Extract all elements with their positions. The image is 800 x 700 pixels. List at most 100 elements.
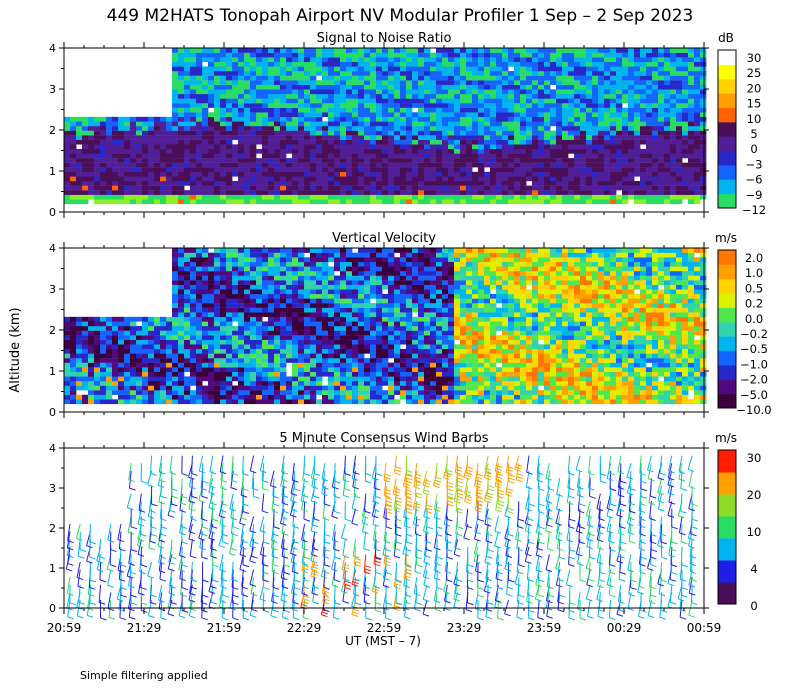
heatmap-cell: [700, 71, 707, 76]
heatmap-cell: [202, 71, 209, 76]
heatmap-cell: [598, 103, 605, 108]
heatmap-cell: [214, 71, 221, 76]
heatmap-cell: [244, 107, 251, 113]
heatmap-cell: [616, 93, 623, 99]
heatmap-cell: [484, 84, 491, 90]
heatmap-cell: [454, 194, 461, 200]
heatmap-cell: [136, 399, 143, 405]
heatmap-cell: [682, 181, 689, 186]
heatmap-cell: [88, 385, 95, 391]
heatmap-cell: [184, 344, 191, 350]
heatmap-cell: [250, 381, 257, 386]
heatmap-cell: [244, 57, 251, 63]
heatmap-cell: [676, 199, 683, 205]
heatmap-cell: [70, 348, 77, 354]
heatmap-cell: [190, 52, 197, 58]
heatmap-cell: [694, 139, 701, 145]
heatmap-cell: [280, 312, 287, 318]
heatmap-cell: [232, 348, 239, 354]
heatmap-cell: [346, 181, 353, 186]
heatmap-cell: [214, 84, 221, 90]
heatmap-cell: [286, 390, 293, 395]
heatmap-cell: [580, 153, 587, 159]
heatmap-cell: [232, 66, 239, 72]
heatmap-cell: [304, 181, 311, 186]
heatmap-cell: [190, 271, 197, 276]
heatmap-cell: [196, 121, 203, 127]
heatmap-cell: [376, 284, 383, 290]
heatmap-cell: [364, 48, 371, 53]
heatmap-cell: [328, 116, 335, 122]
heatmap-cell: [454, 190, 461, 195]
heatmap-cell: [184, 248, 191, 253]
heatmap-cell: [382, 307, 389, 313]
heatmap-cell: [610, 71, 617, 76]
heatmap-cell: [652, 84, 659, 90]
heatmap-cell: [136, 344, 143, 350]
heatmap-cell: [280, 339, 287, 345]
heatmap-cell: [142, 394, 149, 400]
heatmap-cell: [592, 112, 599, 118]
heatmap-cell: [322, 390, 329, 395]
heatmap-cell: [136, 126, 143, 131]
heatmap-cell: [298, 321, 305, 327]
heatmap-cell: [310, 93, 317, 99]
heatmap-cell: [580, 181, 587, 186]
heatmap-cell: [304, 298, 311, 304]
heatmap-cell: [454, 144, 461, 150]
heatmap-cell: [118, 121, 125, 127]
heatmap-cell: [562, 48, 569, 53]
heatmap-cell: [346, 330, 353, 336]
heatmap-cell: [538, 130, 545, 136]
heatmap-cell: [502, 52, 509, 58]
heatmap-cell: [376, 185, 383, 191]
heatmap-cell: [220, 181, 227, 186]
heatmap-cell: [634, 121, 641, 127]
heatmap-cell: [190, 107, 197, 113]
heatmap-cell: [64, 116, 71, 122]
heatmap-cell: [142, 135, 149, 140]
heatmap-cell: [196, 130, 203, 136]
heatmap-cell: [376, 335, 383, 340]
heatmap-cell: [334, 52, 341, 58]
heatmap-cell: [430, 116, 437, 122]
heatmap-cell: [604, 107, 611, 113]
heatmap-cell: [502, 162, 509, 168]
heatmap-cell: [160, 158, 167, 163]
heatmap-cell: [262, 261, 269, 267]
heatmap-cell: [574, 153, 581, 159]
heatmap-cell: [226, 190, 233, 195]
heatmap-cell: [214, 176, 221, 182]
heatmap-cell: [250, 321, 257, 327]
heatmap-cell: [100, 353, 107, 359]
heatmap-cell: [658, 144, 665, 150]
heatmap-cell: [106, 358, 113, 363]
heatmap-cell: [178, 353, 185, 359]
heatmap-cell: [82, 130, 89, 136]
heatmap-cell: [244, 89, 251, 95]
heatmap-cell: [310, 190, 317, 195]
heatmap-cell: [352, 103, 359, 108]
heatmap-cell: [244, 275, 251, 281]
heatmap-cell: [562, 103, 569, 108]
heatmap-cell: [400, 135, 407, 140]
heatmap-cell: [76, 126, 83, 131]
heatmap-cell: [310, 344, 317, 350]
heatmap-cell: [94, 339, 101, 345]
heatmap-cell: [442, 107, 449, 113]
heatmap-cell: [262, 326, 269, 331]
heatmap-cell: [364, 75, 371, 81]
heatmap-cell: [208, 89, 215, 95]
heatmap-cell: [262, 116, 269, 122]
heatmap-cell: [538, 199, 545, 205]
heatmap-cell: [556, 190, 563, 195]
heatmap-cell: [220, 367, 227, 373]
heatmap-cell: [412, 116, 419, 122]
heatmap-cell: [112, 130, 119, 136]
heatmap-cell: [412, 148, 419, 154]
heatmap-cell: [280, 390, 287, 395]
heatmap-cell: [100, 176, 107, 182]
heatmap-cell: [250, 307, 257, 313]
heatmap-cell: [244, 148, 251, 154]
heatmap-cell: [196, 399, 203, 405]
